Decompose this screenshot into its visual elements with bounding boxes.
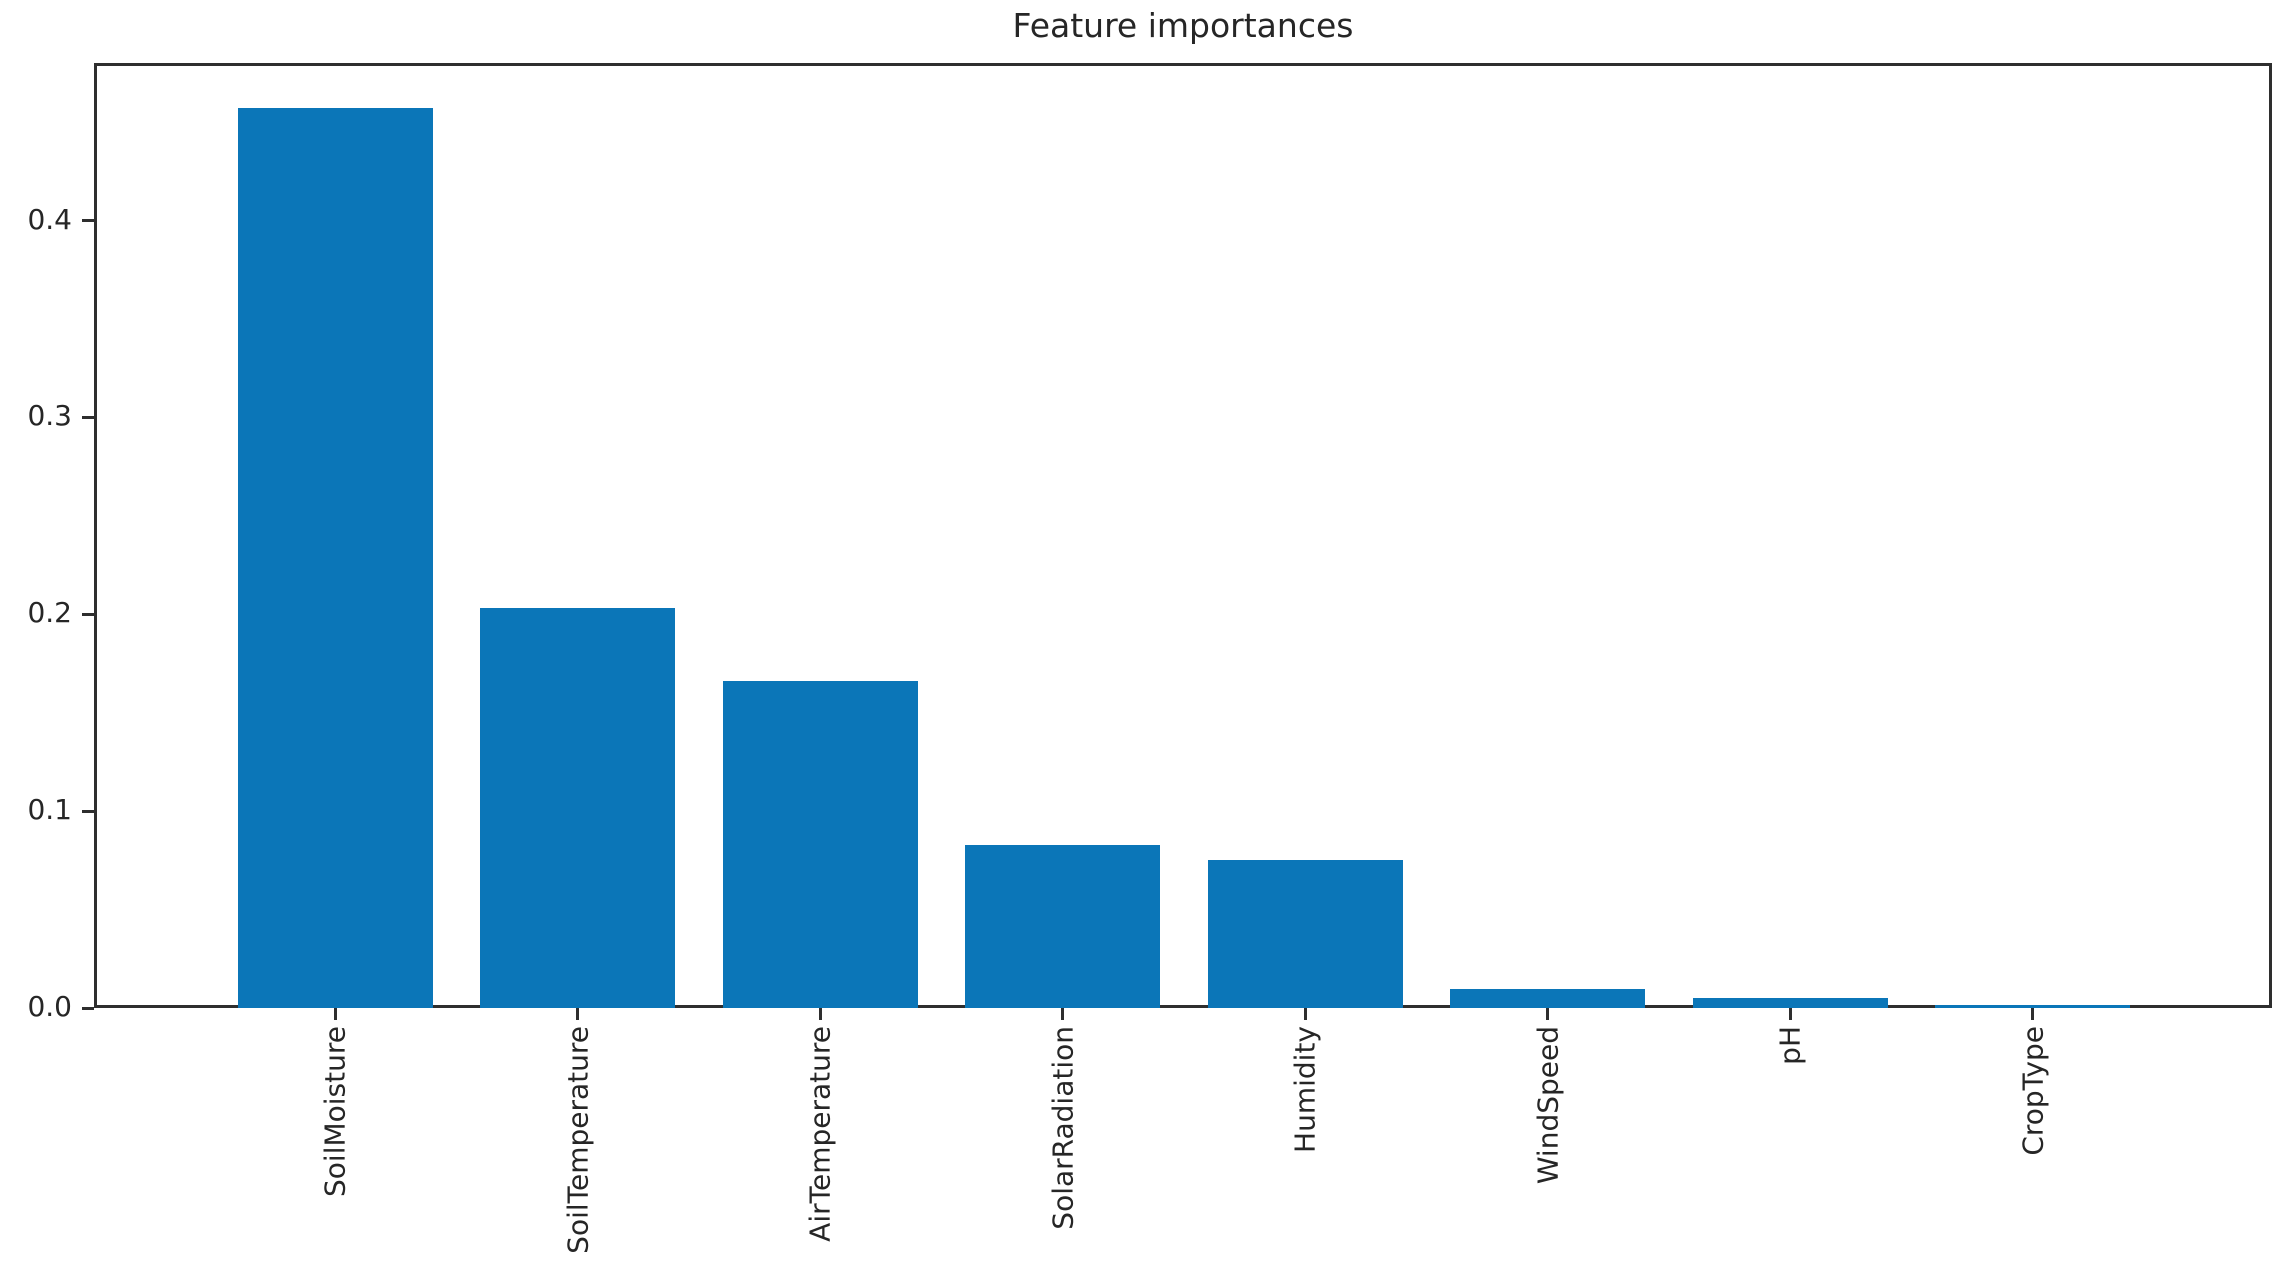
- bar: [237, 108, 433, 1008]
- y-tick-label: 0.3: [27, 399, 72, 433]
- y-tick-mark: [82, 612, 94, 616]
- bar: [722, 681, 918, 1008]
- x-tick-mark: [333, 1008, 337, 1020]
- chart-title: Feature importances: [1012, 6, 1354, 45]
- bar: [1692, 998, 1888, 1008]
- y-tick-mark: [82, 809, 94, 813]
- y-tick-label: 0.4: [27, 202, 72, 236]
- y-tick-mark: [82, 219, 94, 222]
- bar: [1207, 860, 1403, 1008]
- bar: [1450, 989, 1645, 1008]
- x-tick-mark: [2031, 1008, 2034, 1020]
- x-tick-mark: [1061, 1008, 1064, 1020]
- y-tick-mark: [82, 1006, 94, 1010]
- x-tick-label: SoilTemperature: [561, 1026, 594, 1254]
- bar: [1935, 1005, 2130, 1008]
- x-tick-mark: [576, 1008, 579, 1020]
- x-tick-mark: [1303, 1008, 1307, 1020]
- x-tick-label: CropType: [2016, 1026, 2049, 1156]
- x-tick-mark: [1788, 1008, 1792, 1020]
- y-tick-label: 0.0: [27, 990, 72, 1023]
- x-tick-mark: [1546, 1008, 1549, 1020]
- bar: [480, 608, 675, 1008]
- x-tick-label: AirTemperature: [803, 1026, 837, 1242]
- x-tick-label: WindSpeed: [1531, 1026, 1564, 1185]
- y-tick-mark: [82, 415, 94, 419]
- x-tick-label: Humidity: [1288, 1026, 1322, 1153]
- x-tick-label: SolarRadiation: [1046, 1026, 1079, 1230]
- plot-area: [94, 63, 2272, 1008]
- y-tick-label: 0.2: [27, 596, 72, 630]
- bar: [965, 844, 1160, 1008]
- x-tick-mark: [818, 1008, 822, 1020]
- y-tick-label: 0.1: [27, 793, 72, 827]
- x-tick-label: SoilMoisture: [318, 1026, 352, 1197]
- x-tick-label: pH: [1773, 1026, 1807, 1065]
